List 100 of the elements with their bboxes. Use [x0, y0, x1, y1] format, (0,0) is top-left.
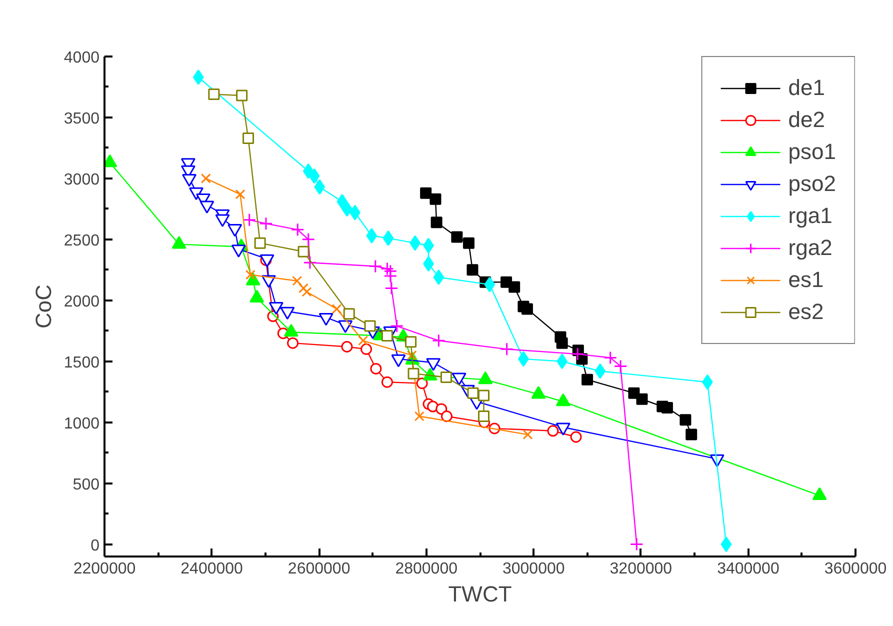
- point: [303, 256, 317, 270]
- point: [570, 347, 584, 361]
- legend-label: es2: [788, 299, 824, 325]
- point: [390, 319, 404, 333]
- point: [368, 260, 382, 274]
- point: [416, 378, 428, 390]
- point: [384, 281, 398, 295]
- point: [508, 281, 520, 293]
- y-tick-label: 1000: [64, 415, 100, 432]
- y-axis-title: CoC: [30, 284, 56, 329]
- point: [290, 222, 304, 236]
- point: [408, 368, 420, 380]
- point: [478, 390, 490, 402]
- point: [242, 132, 254, 144]
- x-tick-label: 3400000: [717, 560, 780, 578]
- point: [235, 189, 246, 200]
- point: [430, 216, 442, 228]
- point: [332, 304, 342, 314]
- point: [380, 262, 394, 276]
- point: [604, 350, 618, 364]
- point: [686, 428, 698, 440]
- point: [287, 337, 299, 349]
- legend-label: de2: [788, 107, 825, 133]
- x-tick-label: 2400000: [180, 560, 244, 578]
- point: [358, 336, 368, 346]
- point: [570, 431, 582, 443]
- point: [292, 276, 302, 286]
- point: [384, 269, 398, 283]
- point: [522, 430, 533, 440]
- x-tick-label: 3600000: [824, 560, 887, 578]
- legend-label: pso1: [788, 139, 836, 165]
- point: [381, 330, 393, 342]
- point: [484, 276, 496, 292]
- point: [314, 179, 326, 195]
- point: [302, 232, 316, 246]
- point: [382, 230, 394, 246]
- point: [360, 343, 372, 355]
- point: [242, 213, 256, 227]
- point: [433, 269, 444, 285]
- point: [236, 90, 248, 102]
- point: [582, 374, 594, 386]
- point: [298, 283, 309, 294]
- y-tick-label: 4000: [64, 50, 100, 66]
- point: [410, 235, 421, 251]
- x-axis-title: TWCT: [448, 582, 512, 606]
- legend-label: rga1: [788, 203, 832, 229]
- point: [594, 363, 606, 379]
- x-tick-label: 2600000: [288, 560, 350, 578]
- point: [636, 393, 648, 405]
- point: [451, 231, 463, 243]
- point: [432, 334, 446, 348]
- point: [614, 360, 628, 374]
- point: [440, 371, 452, 383]
- x-tick-label: 3000000: [502, 560, 565, 578]
- point: [200, 173, 211, 184]
- legend-label: es1: [788, 267, 824, 293]
- point: [467, 387, 479, 399]
- y-tick-label: 1500: [64, 354, 100, 372]
- point: [208, 88, 220, 100]
- point: [430, 193, 442, 205]
- y-tick-label: 0: [90, 537, 100, 554]
- point: [547, 425, 559, 437]
- x-tick-label: 2800000: [395, 560, 458, 578]
- point: [630, 538, 644, 552]
- y-tick-label: 2000: [64, 293, 100, 310]
- point: [381, 376, 393, 388]
- point: [341, 341, 353, 352]
- point: [680, 414, 692, 426]
- legend-label: de1: [788, 75, 825, 101]
- y-tick-label: 500: [72, 476, 100, 494]
- y-tick-label: 2500: [64, 232, 100, 250]
- x-tick-label: 3200000: [610, 560, 672, 578]
- legend-label: pso2: [788, 171, 836, 197]
- point: [420, 187, 432, 199]
- point: [308, 168, 320, 184]
- y-tick-label: 3500: [64, 110, 100, 128]
- point: [336, 194, 348, 210]
- point: [254, 237, 266, 249]
- point: [661, 402, 673, 414]
- x-tick-label: 2200000: [73, 560, 136, 578]
- point: [436, 403, 448, 415]
- point: [370, 362, 382, 374]
- point: [298, 246, 310, 258]
- point: [521, 303, 533, 315]
- point: [440, 410, 452, 422]
- point: [192, 69, 204, 85]
- point: [405, 336, 417, 348]
- point: [462, 237, 474, 249]
- point: [364, 320, 376, 332]
- point: [500, 342, 514, 356]
- point: [302, 286, 312, 297]
- point: [343, 308, 355, 320]
- point: [478, 410, 490, 422]
- point: [720, 536, 732, 552]
- point: [366, 228, 378, 244]
- y-tick-label: 3000: [64, 171, 100, 188]
- legend-label: rga2: [788, 235, 832, 261]
- point: [466, 264, 478, 276]
- point: [259, 216, 273, 230]
- point: [556, 337, 568, 349]
